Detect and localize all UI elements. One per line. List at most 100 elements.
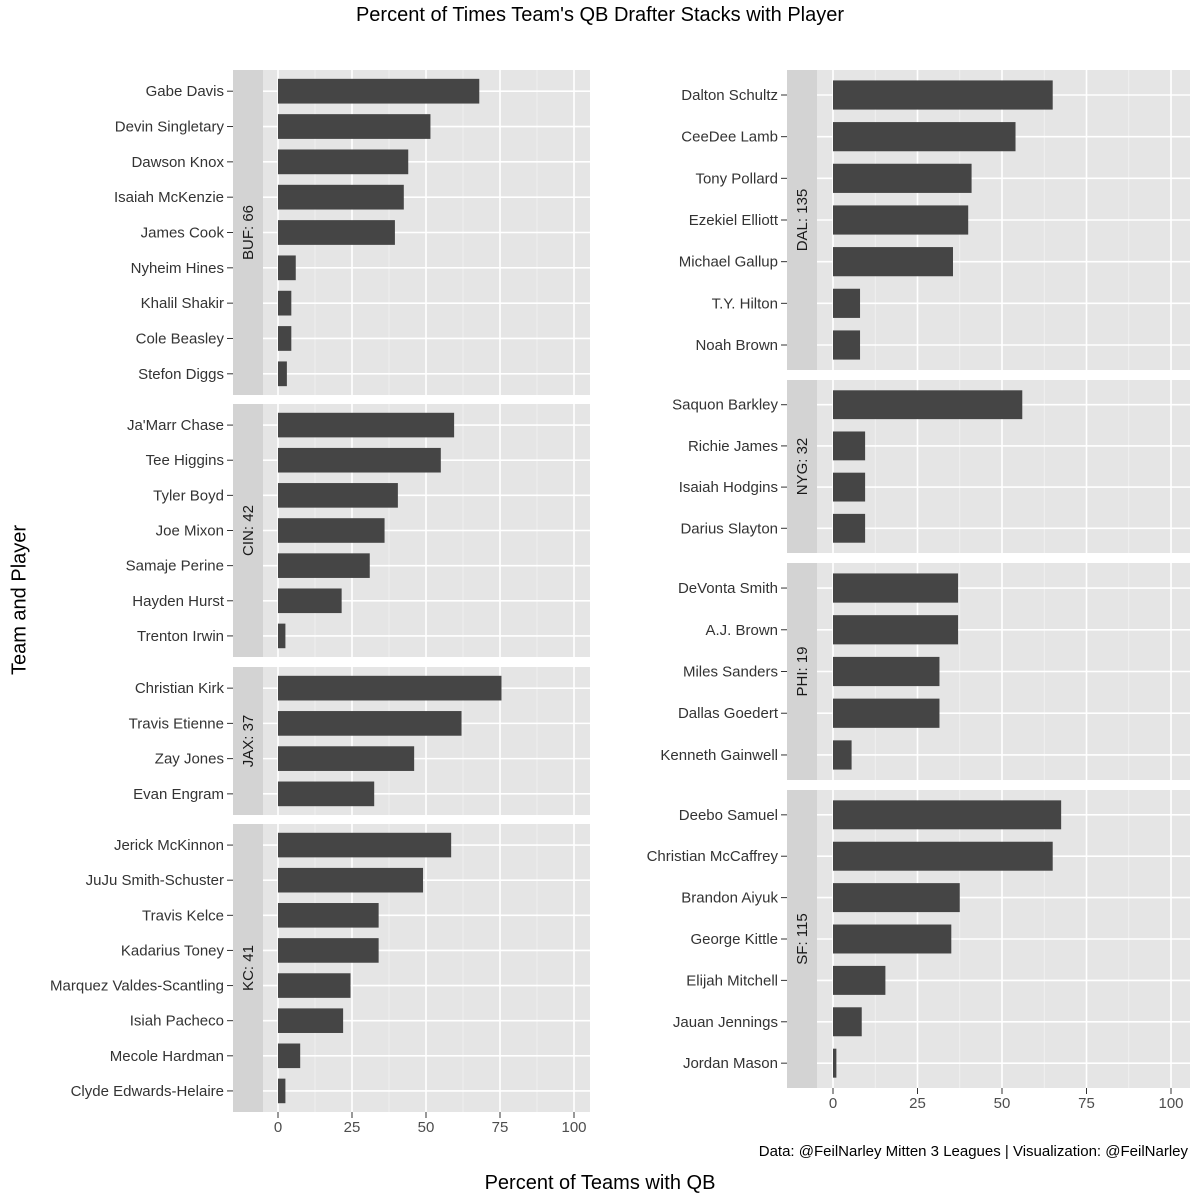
x-tick-label: 0 <box>274 1119 282 1136</box>
player-label: Samaje Perine <box>126 558 224 575</box>
bar <box>833 924 952 954</box>
player-label: Kenneth Gainwell <box>660 747 778 764</box>
facet-strip <box>233 824 263 1112</box>
player-label: George Kittle <box>690 931 778 948</box>
x-tick-label: 50 <box>418 1119 435 1136</box>
x-tick-label: 100 <box>561 1119 586 1136</box>
bar <box>833 247 953 277</box>
player-label: Elijah Mitchell <box>686 972 778 989</box>
player-label: Jauan Jennings <box>673 1014 778 1031</box>
player-label: Isiah Pacheco <box>130 1013 224 1030</box>
bar <box>278 832 452 858</box>
facet-strip <box>233 667 263 815</box>
facet-strip-label: KC: 41 <box>240 945 257 991</box>
facet-strip <box>233 70 263 395</box>
player-label: Khalil Shakir <box>141 295 224 312</box>
bar <box>278 326 292 351</box>
bar <box>278 781 375 807</box>
facet-strip-label: PHI: 19 <box>794 646 811 696</box>
facet-strip-label: DAL: 135 <box>794 189 811 252</box>
chart-caption: Data: @FeilNarley Mitten 3 Leagues | Vis… <box>758 1143 1188 1160</box>
bar <box>833 965 886 995</box>
bar <box>278 903 379 928</box>
chart-title: Percent of Times Team's QB Drafter Stack… <box>355 4 845 26</box>
bar <box>278 412 455 438</box>
player-label: Gabe Davis <box>146 83 224 100</box>
player-label: Dawson Knox <box>131 154 224 171</box>
bar <box>833 883 960 913</box>
x-tick-label: 75 <box>492 1119 509 1136</box>
bar <box>833 122 1016 152</box>
player-label: Nyheim Hines <box>131 260 224 277</box>
player-label: Tony Pollard <box>695 170 778 187</box>
bar <box>278 675 502 701</box>
bar <box>278 553 370 578</box>
player-label: Zay Jones <box>155 751 224 768</box>
player-label: Tee Higgins <box>146 452 224 469</box>
player-label: Saquon Barkley <box>672 397 778 414</box>
x-tick-label: 75 <box>1078 1095 1095 1112</box>
player-label: JuJu Smith-Schuster <box>86 872 224 889</box>
facet-strip <box>233 404 263 657</box>
player-label: Joe Mixon <box>156 523 224 540</box>
facet-strip-label: CIN: 42 <box>240 505 257 556</box>
bar <box>278 361 287 387</box>
bar <box>278 711 462 736</box>
player-label: Ezekiel Elliott <box>689 212 779 229</box>
bar <box>278 938 379 963</box>
player-label: Dallas Goedert <box>678 705 779 722</box>
player-label: Mecole Hardman <box>110 1048 224 1065</box>
bar <box>833 1048 837 1078</box>
bar <box>833 288 861 318</box>
bar <box>833 472 866 502</box>
bar <box>833 615 959 645</box>
bar <box>278 973 351 998</box>
bar <box>833 330 861 360</box>
bar <box>278 290 292 316</box>
bar <box>833 573 959 603</box>
player-label: Darius Slayton <box>680 520 778 537</box>
player-label: Travis Kelce <box>142 907 224 924</box>
bar <box>278 447 441 473</box>
player-label: Deebo Samuel <box>679 807 778 824</box>
x-tick-label: 0 <box>829 1095 837 1112</box>
player-label: A.J. Brown <box>705 622 778 639</box>
bar <box>278 114 431 139</box>
bar <box>833 390 1023 420</box>
player-label: Noah Brown <box>695 337 778 354</box>
facet-strip-label: BUF: 66 <box>240 205 257 260</box>
bar <box>278 1078 286 1104</box>
player-label: Isaiah McKenzie <box>114 189 224 206</box>
bar <box>833 698 940 728</box>
bar <box>278 1043 301 1069</box>
player-label: Clyde Edwards-Helaire <box>71 1083 224 1100</box>
player-label: Ja'Marr Chase <box>127 417 224 434</box>
bar <box>833 841 1053 871</box>
player-label: Devin Singletary <box>115 119 225 136</box>
x-axis-label: Percent of Teams with QB <box>484 1172 716 1194</box>
bar <box>278 149 409 175</box>
bar <box>278 867 424 893</box>
player-label: Evan Engram <box>133 786 224 803</box>
player-label: Dalton Schultz <box>681 87 778 104</box>
facet-strip <box>787 790 817 1088</box>
bar <box>278 588 342 614</box>
player-label: Tyler Boyd <box>153 487 224 504</box>
player-label: Christian Kirk <box>135 680 225 697</box>
y-axis-label: Team and Player <box>8 524 31 676</box>
player-label: Richie James <box>688 438 778 455</box>
player-label: Miles Sanders <box>683 664 778 681</box>
facet-strip-label: SF: 115 <box>794 913 811 964</box>
bar <box>833 656 940 687</box>
facet-strip-label: JAX: 37 <box>240 715 257 768</box>
bar <box>278 184 404 210</box>
player-label: James Cook <box>141 225 225 242</box>
facet-strip <box>787 380 817 553</box>
bar <box>833 740 852 770</box>
x-tick-label: 25 <box>344 1119 361 1136</box>
bar <box>833 513 866 543</box>
bar <box>833 1007 862 1037</box>
player-label: Cole Beasley <box>136 330 225 347</box>
player-label: Jordan Mason <box>683 1055 778 1072</box>
